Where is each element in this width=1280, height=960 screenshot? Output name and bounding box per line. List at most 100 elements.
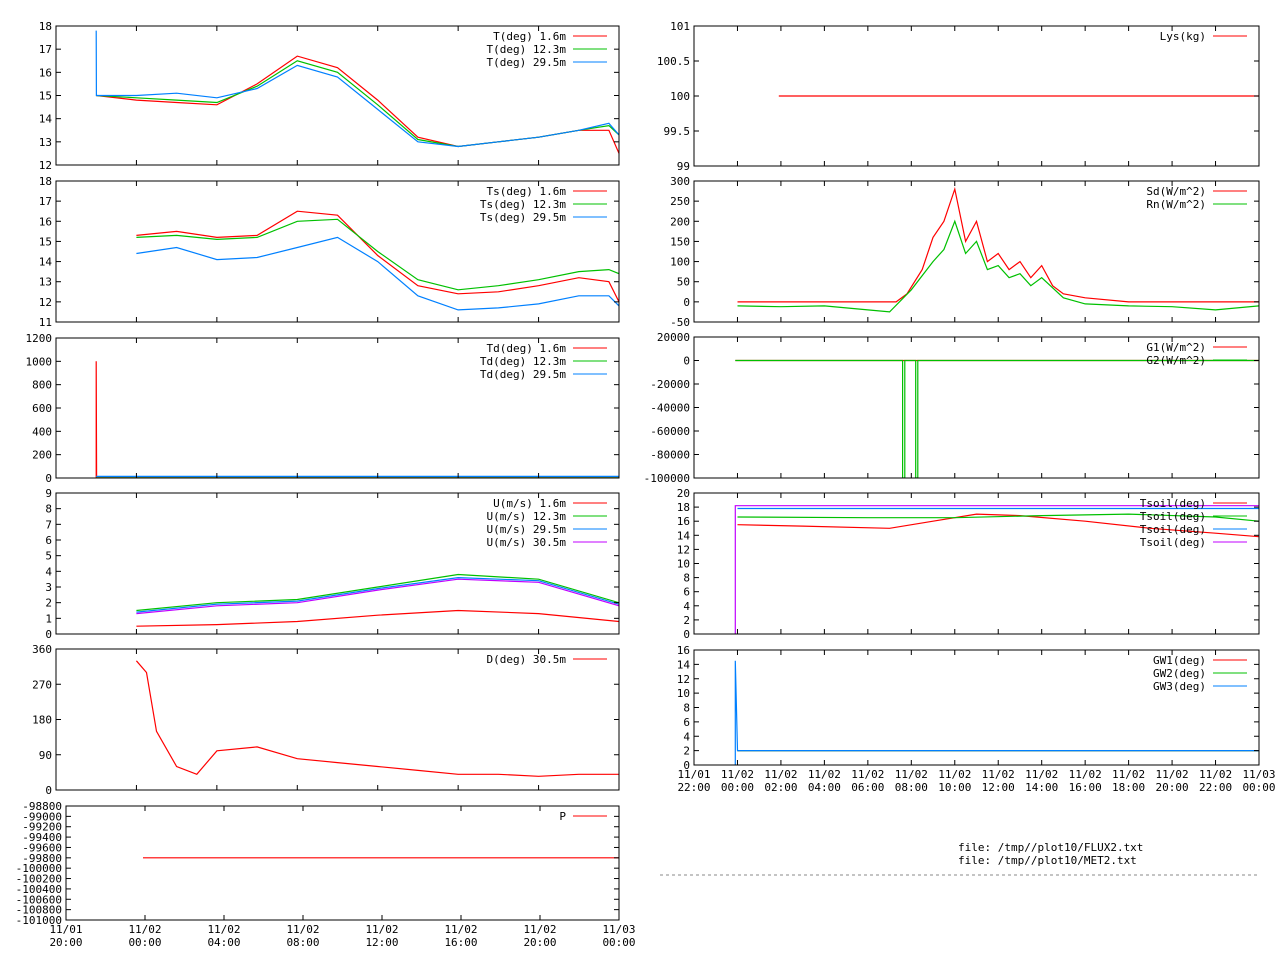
legend-label: U(m/s) 29.5m [487,523,567,536]
series-u-2 [136,576,619,613]
y-tick-label: 0 [45,628,52,641]
y-tick-label: 9 [45,487,52,500]
x-tick-time: 06:00 [851,781,884,794]
legend-label: U(m/s) 30.5m [487,536,567,549]
x-tick-date: 11/02 [938,768,971,781]
legend-label: Ts(deg) 29.5m [480,211,566,224]
x-tick-date: 11/02 [444,923,477,936]
legend-label: U(m/s) 12.3m [487,510,567,523]
x-tick-date: 11/02 [365,923,398,936]
x-tick-date: 11/03 [602,923,635,936]
x-tick-time: 22:00 [1199,781,1232,794]
y-tick-label: 8 [683,702,690,715]
legend-label: Tsoil(deg) [1140,523,1206,536]
y-tick-label: 99.5 [664,125,691,138]
x-tick-time: 20:00 [523,936,556,949]
legend-label: Ts(deg) 12.3m [480,198,566,211]
y-tick-label: 150 [670,235,690,248]
y-tick-label: 18 [677,501,690,514]
legend-label: Td(deg) 1.6m [487,342,567,355]
y-tick-label: 100 [670,90,690,103]
y-tick-label: 17 [39,195,52,208]
plot-frame [65,805,620,921]
x-tick-date: 11/02 [982,768,1015,781]
x-tick-date: 11/02 [851,768,884,781]
y-tick-label: 0 [683,628,690,641]
y-tick-label: 1200 [26,332,53,345]
y-tick-label: 4 [683,600,690,613]
legend-label: GW3(deg) [1153,680,1206,693]
x-tick-time: 20:00 [1156,781,1189,794]
file-line-flux: file: /tmp//plot10/FLUX2.txt [958,841,1144,854]
y-tick-label: -50 [670,316,690,329]
x-tick-date: 11/02 [721,768,754,781]
chart-t: 12 13 14 15 16 17 18 T(deg) 1.6mT(deg) 12.3mT(d… [39,20,620,172]
x-tick-time: 14:00 [1025,781,1058,794]
chart-d: 0 90 180 270 360 D(deg) 30.5m [32,643,620,797]
x-tick-time: 00:00 [721,781,754,794]
y-tick-label: 15 [39,90,52,103]
x-tick-time: 00:00 [1242,781,1275,794]
y-tick-label: 5 [45,550,52,563]
x-tick-time: 10:00 [938,781,971,794]
y-tick-label: 8 [683,572,690,585]
chart-tsoil: 02468101214161820Tsoil(deg)Tsoil(deg)Tso… [677,487,1260,641]
y-tick-label: -80000 [650,449,690,462]
plot-frame [55,180,620,323]
y-tick-label: 14 [39,256,53,269]
y-tick-label: 14 [677,658,691,671]
legend-label: P [559,810,566,823]
x-tick-date: 11/02 [523,923,556,936]
plot-frame [55,648,620,791]
series-tsoil-1 [737,513,1259,522]
x-tick-time: 02:00 [764,781,797,794]
x-tick-date: 11/02 [895,768,928,781]
legend-label: Rn(W/m^2) [1146,198,1206,211]
x-tick-date: 11/02 [808,768,841,781]
series-rad-0 [737,186,1259,303]
y-tick-label: 7 [45,518,52,531]
series-gw-2 [734,660,1259,765]
series-rad-1 [737,219,1259,313]
y-tick-label: 1 [45,612,52,625]
file-line-met: file: /tmp//plot10/MET2.txt [958,854,1137,867]
x-tick-date: 11/02 [1156,768,1189,781]
series-t-1 [96,60,619,148]
y-tick-label: 16 [39,215,52,228]
legend-label: U(m/s) 1.6m [493,497,566,510]
legend-label: Lys(kg) [1160,30,1206,43]
y-tick-label: 10 [677,558,690,571]
y-tick-label: 0 [45,472,52,485]
x-tick-date: 11/02 [1112,768,1145,781]
file-info: file: /tmp//plot10/FLUX2.txt file: /tmp/… [958,841,1258,867]
y-tick-label: -99400 [22,831,62,844]
y-tick-label: 6 [683,586,690,599]
y-tick-label: 101 [670,20,690,33]
x-tick-date: 11/02 [764,768,797,781]
y-tick-label: -100800 [16,904,62,917]
x-tick-date: 11/02 [1069,768,1102,781]
y-tick-label: -40000 [650,402,690,415]
y-tick-label: -60000 [650,425,690,438]
plot-frame [55,492,620,635]
y-tick-label: 12 [677,673,690,686]
x-tick-date: 11/02 [128,923,161,936]
x-tick-time: 20:00 [49,936,82,949]
y-tick-label: 360 [32,643,52,656]
series-t-0 [96,55,619,154]
series-tsoil-0 [737,513,1259,538]
y-tick-label: -101000 [16,914,62,927]
x-tick-date: 11/02 [1199,768,1232,781]
y-tick-label: 0 [45,784,52,797]
y-tick-label: 14 [39,113,53,126]
x-tick-time: 00:00 [128,936,161,949]
series-u-3 [136,578,619,615]
x-tick-date: 11/02 [1025,768,1058,781]
x-tick-time: 22:00 [677,781,710,794]
y-tick-label: 200 [670,215,690,228]
y-tick-label: 12 [677,543,690,556]
x-tick-date: 11/01 [677,768,710,781]
y-tick-label: 180 [32,714,52,727]
